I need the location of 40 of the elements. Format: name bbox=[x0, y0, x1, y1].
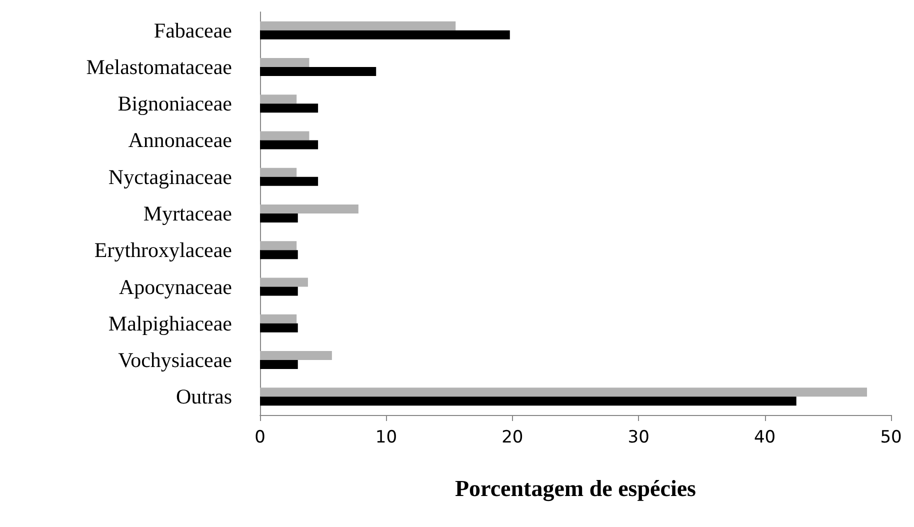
y-tick-label: Myrtaceae bbox=[143, 202, 232, 226]
bar bbox=[260, 168, 297, 177]
bar bbox=[260, 323, 298, 332]
y-tick-label: Melastomataceae bbox=[86, 54, 232, 79]
bar bbox=[260, 250, 298, 260]
x-tick-label: 20 bbox=[502, 428, 524, 448]
y-tick-label: Bignoniaceae bbox=[118, 92, 232, 116]
y-tick-label: Annonaceae bbox=[128, 128, 232, 152]
x-tick-label: 50 bbox=[880, 428, 902, 448]
bar bbox=[260, 278, 308, 287]
bar bbox=[260, 286, 298, 296]
bar bbox=[260, 388, 868, 397]
bar bbox=[260, 131, 310, 140]
bar bbox=[260, 30, 510, 40]
bar bbox=[260, 396, 796, 406]
bar bbox=[260, 66, 376, 76]
bar bbox=[260, 204, 358, 214]
y-tick-label: Nyctaginaceae bbox=[108, 164, 232, 189]
bar bbox=[260, 360, 298, 370]
bar bbox=[260, 214, 298, 222]
y-tick-label: Fabaceae bbox=[154, 18, 232, 42]
bar bbox=[260, 104, 318, 113]
x-axis-title: Porcentagem de espécies bbox=[455, 476, 696, 502]
bar bbox=[260, 94, 297, 104]
y-tick-label: Erythroxylaceae bbox=[94, 238, 232, 262]
x-tick-label: 40 bbox=[754, 428, 776, 448]
x-tick-label: 0 bbox=[254, 428, 266, 448]
y-tick-label: Vochysiaceae bbox=[118, 348, 232, 372]
bar bbox=[260, 241, 297, 250]
x-tick-label: 10 bbox=[375, 428, 398, 448]
bar bbox=[260, 176, 318, 186]
bar bbox=[260, 351, 332, 360]
bar bbox=[260, 314, 297, 324]
y-tick-label: Malpighiaceae bbox=[108, 311, 232, 336]
bar bbox=[260, 21, 456, 30]
x-tick-label: 30 bbox=[628, 428, 650, 448]
y-tick-label: Outras bbox=[176, 384, 232, 409]
bar bbox=[260, 58, 310, 67]
y-tick-label: Apocynaceae bbox=[118, 274, 232, 299]
bar bbox=[260, 140, 318, 150]
